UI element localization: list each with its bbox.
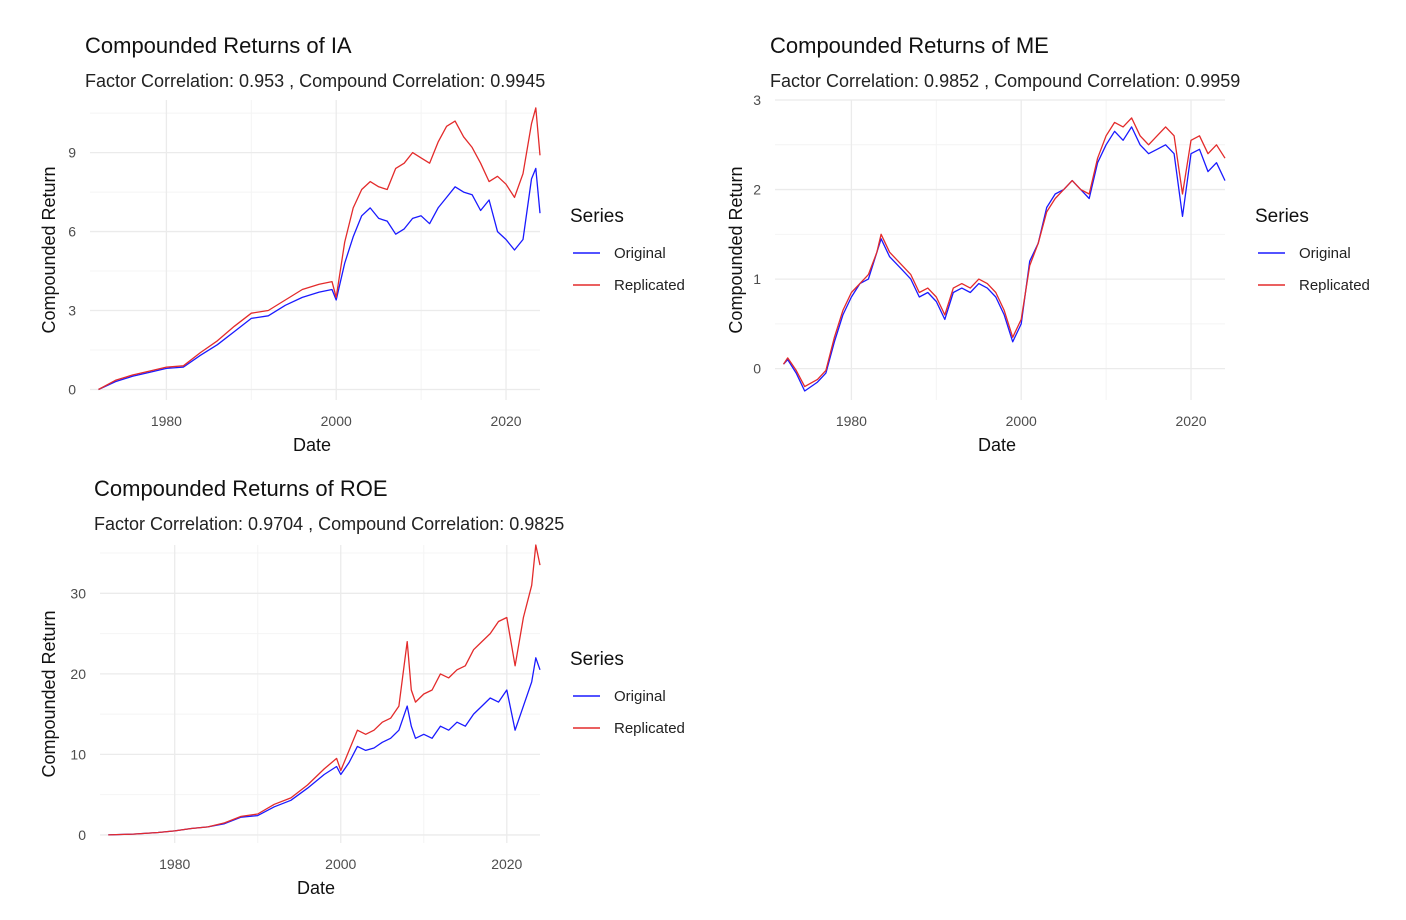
chart-subtitle: Factor Correlation: 0.953 , Compound Cor… <box>85 71 545 91</box>
x-tick-label: 2020 <box>1175 413 1206 429</box>
chart-0: Compounded Returns of IA Factor Correlati… <box>39 33 685 455</box>
y-tick-label: 1 <box>753 271 761 287</box>
y-axis-title: Compounded Return <box>39 166 59 333</box>
gridlines <box>90 100 540 400</box>
y-axis-title: Compounded Return <box>726 166 746 333</box>
chart-subtitle: Factor Correlation: 0.9704 , Compound Co… <box>94 514 564 534</box>
y-axis-title: Compounded Return <box>39 610 59 777</box>
legend-title: Series <box>570 206 624 227</box>
series-line-replicated <box>108 544 541 836</box>
series-line-replicated <box>98 107 541 391</box>
chart-subtitle: Factor Correlation: 0.9852 , Compound Co… <box>770 71 1240 91</box>
legend-label-replicated: Replicated <box>614 720 685 737</box>
x-axis-title: Date <box>293 435 331 455</box>
x-tick-label: 1980 <box>151 413 182 429</box>
y-tick-label: 3 <box>753 92 761 108</box>
x-axis-title: Date <box>297 878 335 898</box>
x-axis-title: Date <box>978 435 1016 455</box>
chart-title: Compounded Returns of IA <box>85 33 352 58</box>
chart-title: Compounded Returns of ME <box>770 33 1049 58</box>
x-tick-label: 1980 <box>836 413 867 429</box>
x-tick-label: 1980 <box>159 856 190 872</box>
x-tick-label: 2020 <box>490 413 521 429</box>
y-tick-label: 0 <box>753 361 761 377</box>
series-line-replicated <box>782 117 1226 388</box>
x-tick-label: 2000 <box>321 413 352 429</box>
chart-2: Compounded Returns of ROE Factor Correlat… <box>39 476 685 898</box>
legend: Series Original Replicated <box>1255 206 1370 294</box>
y-tick-label: 6 <box>68 224 76 240</box>
legend-label-replicated: Replicated <box>614 277 685 294</box>
x-tick-label: 2000 <box>325 856 356 872</box>
series-line-original <box>108 657 541 836</box>
chart-1: Compounded Returns of ME Factor Correlati… <box>726 33 1370 455</box>
chart-title: Compounded Returns of ROE <box>94 476 388 501</box>
legend-label-original: Original <box>614 245 666 262</box>
legend-label-original: Original <box>1299 245 1351 262</box>
y-tick-label: 30 <box>70 585 86 601</box>
legend: Series Original Replicated <box>570 206 685 294</box>
y-tick-label: 10 <box>70 746 86 762</box>
legend-title: Series <box>1255 206 1309 227</box>
series-line-original <box>783 126 1226 392</box>
x-tick-label: 2000 <box>1006 413 1037 429</box>
series-line-original <box>98 167 541 391</box>
legend-label-replicated: Replicated <box>1299 277 1370 294</box>
y-tick-label: 9 <box>68 145 76 161</box>
legend-title: Series <box>570 649 624 670</box>
gridlines <box>775 99 1225 400</box>
y-tick-label: 3 <box>68 303 76 319</box>
legend: Series Original Replicated <box>570 649 685 737</box>
y-tick-label: 0 <box>78 827 86 843</box>
y-tick-label: 0 <box>68 381 76 397</box>
x-tick-label: 2020 <box>491 856 522 872</box>
gridlines <box>100 545 540 843</box>
y-tick-label: 2 <box>753 182 761 198</box>
y-tick-label: 20 <box>70 666 86 682</box>
legend-label-original: Original <box>614 688 666 705</box>
